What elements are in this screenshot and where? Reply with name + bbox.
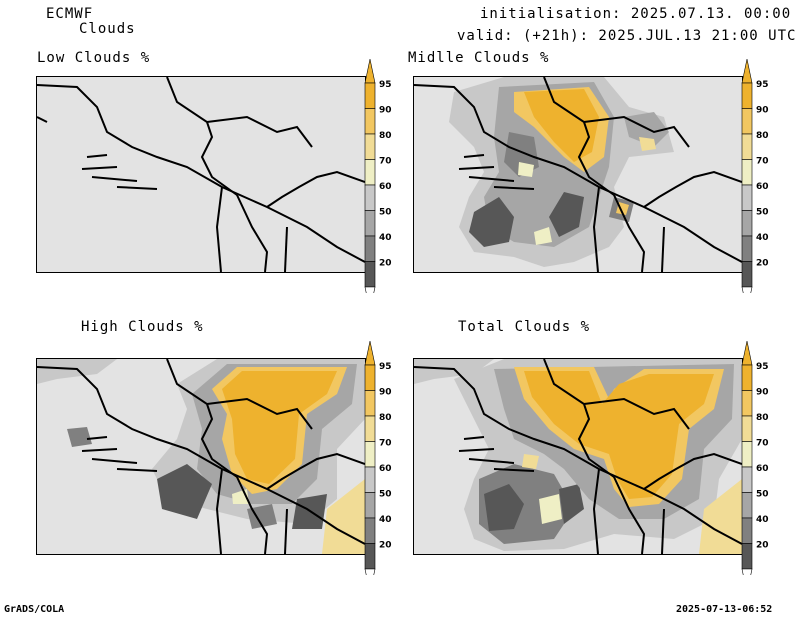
colorbar-label: 60 xyxy=(379,182,392,192)
borders xyxy=(37,359,365,554)
colorbar-label: 60 xyxy=(756,464,769,474)
footer-credit: GrADS/COLA xyxy=(4,604,65,615)
colorbar-label: 90 xyxy=(756,388,769,398)
colorbar-label: 95 xyxy=(379,362,392,372)
colorbar-middle: 95 90 80 70 60 50 40 20 xyxy=(741,58,781,312)
colorbar-low: 95 90 80 70 60 50 40 20 xyxy=(364,58,404,312)
colorbar-label: 50 xyxy=(379,490,392,500)
colorbar-label: 70 xyxy=(756,439,769,449)
colorbar-label: 90 xyxy=(379,106,392,116)
colorbar-label: 95 xyxy=(379,80,392,90)
colorbar-swatch xyxy=(364,210,376,237)
colorbar-swatch xyxy=(741,235,753,262)
colorbar-swatch xyxy=(741,390,753,417)
colorbar-swatch xyxy=(364,441,376,468)
colorbar-swatch xyxy=(741,364,753,391)
colorbar-label: 90 xyxy=(379,388,392,398)
colorbar-label: 70 xyxy=(379,439,392,449)
colorbar-label: 40 xyxy=(756,515,769,525)
colorbar-swatch xyxy=(741,184,753,211)
colorbar-swatch xyxy=(364,492,376,519)
colorbar-high: 95 90 80 70 60 50 40 20 xyxy=(364,340,404,594)
model-label: ECMWF xyxy=(46,6,94,22)
borders xyxy=(414,77,742,272)
colorbar-swatch xyxy=(741,517,753,544)
colorbar-label: 40 xyxy=(379,233,392,243)
colorbar-swatch xyxy=(364,466,376,493)
panel-title-high: High Clouds % xyxy=(81,319,204,335)
init-time: initialisation: 2025.07.13. 00:00 UTC xyxy=(480,6,800,22)
colorbar-swatch xyxy=(741,415,753,442)
colorbar-label: 90 xyxy=(756,106,769,116)
panel-title-total: Total Clouds % xyxy=(458,319,591,335)
colorbar-swatch xyxy=(741,466,753,493)
borders xyxy=(37,77,365,272)
valid-time: valid: (+21h): 2025.JUL.13 21:00 UTC xyxy=(457,28,797,44)
colorbar-total: 95 90 80 70 60 50 40 20 xyxy=(741,340,781,594)
colorbar-label: 50 xyxy=(756,208,769,218)
colorbar-label: 80 xyxy=(379,131,392,141)
colorbar-swatch xyxy=(741,108,753,135)
colorbar-swatch xyxy=(741,261,753,288)
colorbar-label: 40 xyxy=(379,515,392,525)
colorbar-label: 40 xyxy=(756,233,769,243)
colorbar-swatch xyxy=(741,159,753,186)
colorbar-label: 70 xyxy=(756,157,769,167)
colorbar-label: 20 xyxy=(379,541,392,551)
colorbar-label: 80 xyxy=(379,413,392,423)
colorbar-swatch xyxy=(741,133,753,160)
colorbar-arrow-top xyxy=(364,340,376,366)
borders xyxy=(414,359,742,554)
colorbar-label: 60 xyxy=(379,464,392,474)
colorbar-label: 80 xyxy=(756,413,769,423)
colorbar-swatch xyxy=(364,133,376,160)
colorbar-arrow-bottom xyxy=(364,568,376,594)
map-panel-middle xyxy=(413,76,743,273)
colorbar-label: 50 xyxy=(756,490,769,500)
colorbar-label: 60 xyxy=(756,182,769,192)
colorbar-swatch xyxy=(364,543,376,570)
colorbar-swatch xyxy=(364,390,376,417)
panel-title-middle: Midlle Clouds % xyxy=(408,50,550,66)
colorbar-swatch xyxy=(741,492,753,519)
colorbar-swatch xyxy=(364,184,376,211)
colorbar-arrow-top xyxy=(364,58,376,84)
colorbar-swatch xyxy=(364,82,376,109)
colorbar-swatch xyxy=(364,517,376,544)
middle-cloud-field xyxy=(449,77,674,267)
colorbar-label: 95 xyxy=(756,80,769,90)
colorbar-swatch xyxy=(364,108,376,135)
colorbar-swatch xyxy=(364,415,376,442)
footer-timestamp: 2025-07-13-06:52 xyxy=(676,604,773,615)
colorbar-arrow-bottom xyxy=(741,286,753,312)
colorbar-swatch xyxy=(364,364,376,391)
colorbar-arrow-top xyxy=(741,58,753,84)
colorbar-label: 50 xyxy=(379,208,392,218)
panel-title-low: Low Clouds % xyxy=(37,50,151,66)
colorbar-swatch xyxy=(741,543,753,570)
colorbar-label: 20 xyxy=(756,541,769,551)
colorbar-arrow-top xyxy=(741,340,753,366)
colorbar-swatch xyxy=(364,261,376,288)
colorbar-swatch xyxy=(741,82,753,109)
colorbar-swatch xyxy=(364,159,376,186)
colorbar-arrow-bottom xyxy=(741,568,753,594)
colorbar-swatch xyxy=(364,235,376,262)
colorbar-swatch xyxy=(741,210,753,237)
colorbar-label: 80 xyxy=(756,131,769,141)
colorbar-label: 70 xyxy=(379,157,392,167)
map-panel-low xyxy=(36,76,366,273)
colorbar-arrow-bottom xyxy=(364,286,376,312)
colorbar-swatch xyxy=(741,441,753,468)
map-panel-total xyxy=(413,358,743,555)
colorbar-label: 20 xyxy=(379,259,392,269)
map-panel-high xyxy=(36,358,366,555)
colorbar-label: 95 xyxy=(756,362,769,372)
colorbar-label: 20 xyxy=(756,259,769,269)
product-label: Clouds xyxy=(79,21,136,37)
